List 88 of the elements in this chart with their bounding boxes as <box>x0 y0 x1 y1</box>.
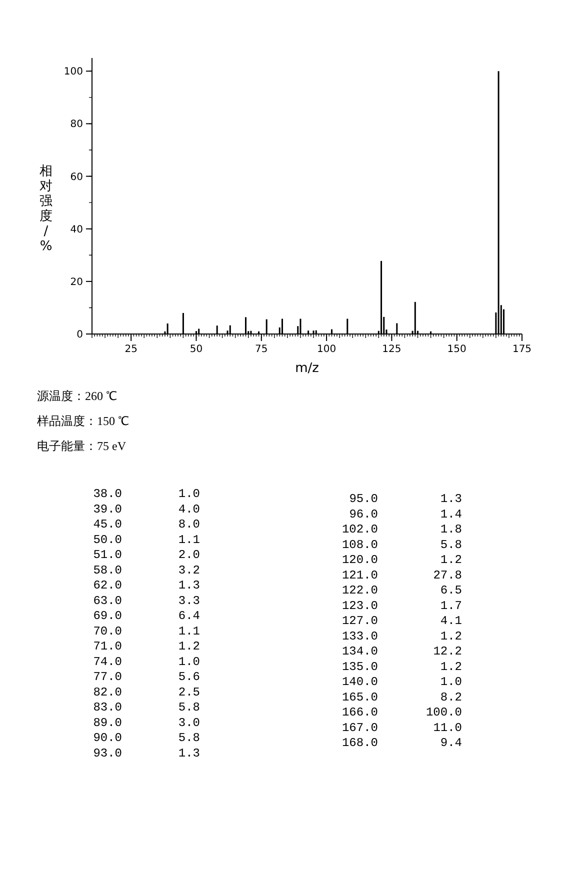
text: 9.4 <box>440 736 462 750</box>
text: 6.4 <box>178 609 200 623</box>
y-tick-label: 60 <box>70 172 83 183</box>
text: 167.0 <box>342 720 378 735</box>
text: 38.0 <box>93 487 122 501</box>
text: 6.5 <box>440 584 462 598</box>
text: 8.0 <box>178 518 200 532</box>
text: 168.0 <box>342 736 378 750</box>
text: 5.8 <box>440 538 462 552</box>
text: 70.0 <box>93 624 122 638</box>
text: 11.0 <box>433 720 462 735</box>
text: 5.8 <box>178 731 200 745</box>
text: 71.0 <box>93 640 122 654</box>
text: 100.0 <box>426 706 462 720</box>
text: 140.0 <box>342 675 378 689</box>
x-tick-label: 25 <box>124 344 138 355</box>
text: 122.0 <box>342 584 378 598</box>
text: 5.6 <box>178 670 200 684</box>
y-axis-title: 相对强度/% <box>40 164 52 254</box>
text: 1.3 <box>440 492 462 506</box>
x-tick-label: 50 <box>190 344 203 355</box>
x-tick-label: 175 <box>512 344 532 355</box>
x-tick-label: 150 <box>447 344 466 355</box>
x-axis-title: m/z <box>295 361 320 376</box>
text: 样品温度：150 ℃ <box>37 414 129 428</box>
text: 83.0 <box>93 700 122 714</box>
text: 96.0 <box>349 507 378 522</box>
text: 源温度：260 ℃ <box>37 389 117 403</box>
y-tick-label: 20 <box>70 276 83 288</box>
text: 1.0 <box>440 675 462 689</box>
text: 1.1 <box>178 532 200 547</box>
x-tick-label: 100 <box>317 344 336 355</box>
y-tick-label: 80 <box>70 119 83 130</box>
text: 90.0 <box>93 731 122 745</box>
text: 8.2 <box>440 690 462 704</box>
text: 39.0 <box>93 502 122 516</box>
text: 1.0 <box>178 654 200 669</box>
text: 1.4 <box>440 507 462 522</box>
text: 1.3 <box>178 578 200 592</box>
text: 45.0 <box>93 518 122 532</box>
text: 127.0 <box>342 614 378 628</box>
y-tick-label: 100 <box>64 66 83 78</box>
text: 62.0 <box>93 578 122 592</box>
text: 108.0 <box>342 538 378 552</box>
text: 1.2 <box>440 553 462 567</box>
text: 4.1 <box>440 614 462 628</box>
text: 95.0 <box>349 492 378 506</box>
text: 电子能量：75 eV <box>37 439 126 453</box>
text: 165.0 <box>342 690 378 704</box>
text: 123.0 <box>342 598 378 613</box>
text: 102.0 <box>342 522 378 536</box>
text: 1.2 <box>178 640 200 654</box>
text: 2.5 <box>178 685 200 700</box>
y-tick-label: 0 <box>76 330 83 340</box>
text: 120.0 <box>342 553 378 567</box>
text: 1.7 <box>440 598 462 613</box>
text: 3.3 <box>178 594 200 608</box>
text: 69.0 <box>93 609 122 623</box>
text: 93.0 <box>93 746 122 760</box>
text: 77.0 <box>93 670 122 684</box>
text: 74.0 <box>93 654 122 669</box>
text: 121.0 <box>342 568 378 582</box>
text: 12.2 <box>433 644 462 658</box>
text: 63.0 <box>93 594 122 608</box>
text: 2.0 <box>178 548 200 562</box>
text: 135.0 <box>342 660 378 674</box>
text: 1.8 <box>440 522 462 536</box>
text: 1.0 <box>178 487 200 501</box>
text: 82.0 <box>93 685 122 700</box>
text: 5.8 <box>178 700 200 714</box>
text: 1.3 <box>178 746 200 760</box>
x-tick-label: 75 <box>255 344 268 355</box>
text: 27.8 <box>433 568 462 582</box>
text: 1.2 <box>440 629 462 644</box>
text: 166.0 <box>342 706 378 720</box>
text: 1.1 <box>178 624 200 638</box>
text: 51.0 <box>93 548 122 562</box>
text: 134.0 <box>342 644 378 658</box>
text: 89.0 <box>93 716 122 730</box>
text: 4.0 <box>178 502 200 516</box>
y-tick-label: 40 <box>70 224 83 236</box>
text: 3.2 <box>178 563 200 578</box>
text: 133.0 <box>342 629 378 644</box>
text: 50.0 <box>93 532 122 547</box>
text: 58.0 <box>93 563 122 578</box>
text: 3.0 <box>178 716 200 730</box>
x-tick-label: 125 <box>382 344 402 355</box>
text: 1.2 <box>440 660 462 674</box>
